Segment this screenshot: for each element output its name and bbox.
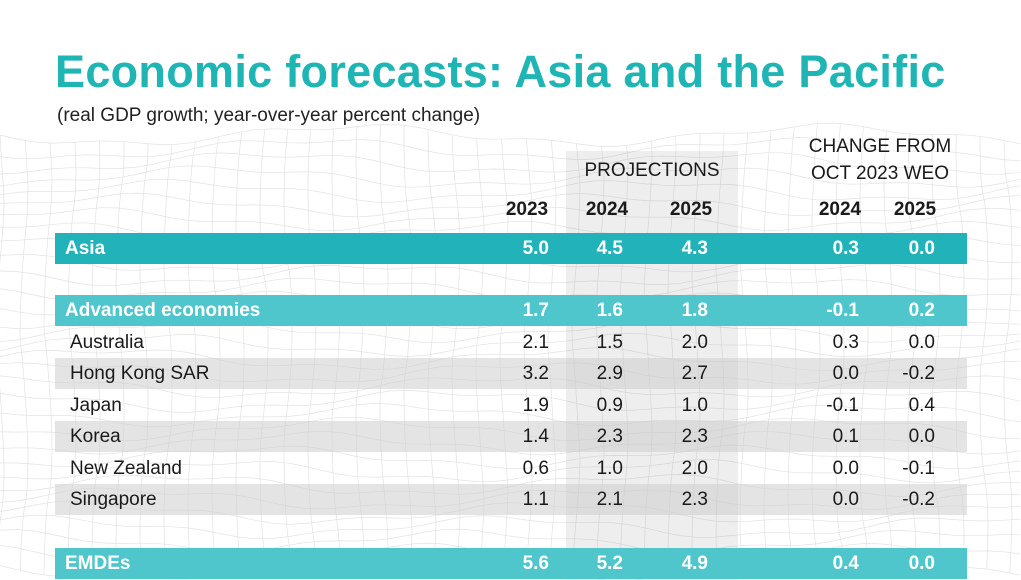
- value-cell: 1.6: [596, 300, 623, 321]
- value-cell: 0.0: [908, 238, 935, 259]
- value-cell: 0.2: [908, 300, 935, 321]
- table-row-emdes: EMDEs 5.6 5.2 4.9 0.4 0.0: [55, 548, 967, 579]
- value-cell: 0.0: [908, 332, 935, 353]
- table-row-korea: Korea 1.4 2.3 2.3 0.1 0.0: [55, 421, 967, 452]
- value-cell: 0.0: [908, 553, 935, 574]
- table-row-asia: Asia 5.0 4.5 4.3 0.3 0.0: [55, 233, 967, 264]
- value-cell: 5.6: [522, 553, 549, 574]
- column-header-2024-projection: 2024: [585, 199, 629, 220]
- change-from-weo-header: CHANGE FROM OCT 2023 WEO: [780, 133, 980, 187]
- value-cell: 2.9: [596, 363, 623, 384]
- value-cell: 0.4: [908, 395, 935, 416]
- change-header-line-2: OCT 2023 WEO: [811, 163, 949, 184]
- value-cell: 5.0: [522, 238, 549, 259]
- value-cell: 0.0: [832, 458, 859, 479]
- value-cell: 1.0: [681, 395, 708, 416]
- row-label: Advanced economies: [65, 300, 261, 321]
- column-header-2025-change: 2025: [893, 199, 937, 220]
- page-title: Economic forecasts: Asia and the Pacific: [55, 46, 946, 97]
- column-header-2023: 2023: [505, 199, 549, 220]
- row-label: Australia: [70, 332, 144, 353]
- row-label: New Zealand: [70, 458, 182, 479]
- value-cell: 0.3: [832, 332, 859, 353]
- value-cell: 2.3: [596, 426, 623, 447]
- value-cell: 1.9: [522, 395, 549, 416]
- value-cell: 4.5: [596, 238, 623, 259]
- table-row-new-zealand: New Zealand 0.6 1.0 2.0 0.0 -0.1: [55, 453, 967, 484]
- value-cell: 2.0: [681, 458, 708, 479]
- value-cell: 2.1: [522, 332, 549, 353]
- value-cell: 2.0: [681, 332, 708, 353]
- value-cell: 0.0: [832, 363, 859, 384]
- table-row-hong-kong-sar: Hong Kong SAR 3.2 2.9 2.7 0.0 -0.2: [55, 358, 967, 389]
- value-cell: 0.4: [832, 553, 859, 574]
- value-cell: -0.1: [826, 300, 859, 321]
- value-cell: 2.3: [681, 489, 708, 510]
- value-cell: 1.5: [596, 332, 623, 353]
- value-cell: 1.8: [681, 300, 708, 321]
- value-cell: 2.7: [681, 363, 708, 384]
- value-cell: 3.2: [522, 363, 549, 384]
- page-subtitle: (real GDP growth; year-over-year percent…: [57, 105, 481, 126]
- value-cell: 0.0: [908, 426, 935, 447]
- table-row-japan: Japan 1.9 0.9 1.0 -0.1 0.4: [55, 390, 967, 421]
- table-row-advanced-economies: Advanced economies 1.7 1.6 1.8 -0.1 0.2: [55, 295, 967, 326]
- row-label: Korea: [70, 426, 121, 447]
- value-cell: 1.4: [522, 426, 549, 447]
- column-header-2025-projection: 2025: [669, 199, 713, 220]
- value-cell: -0.1: [902, 458, 935, 479]
- table-row-australia: Australia 2.1 1.5 2.0 0.3 0.0: [55, 327, 967, 358]
- row-label: Asia: [65, 238, 106, 259]
- table-row-singapore: Singapore 1.1 2.1 2.3 0.0 -0.2: [55, 484, 967, 515]
- projections-header: PROJECTIONS: [584, 160, 720, 181]
- value-cell: 2.1: [596, 489, 623, 510]
- row-label: Japan: [70, 395, 122, 416]
- value-cell: 0.0: [832, 489, 859, 510]
- value-cell: -0.2: [902, 489, 935, 510]
- value-cell: 5.2: [596, 553, 623, 574]
- value-cell: 1.0: [596, 458, 623, 479]
- change-header-line-1: CHANGE FROM: [808, 136, 952, 157]
- value-cell: -0.1: [826, 395, 859, 416]
- value-cell: 1.7: [522, 300, 549, 321]
- column-header-2024-change: 2024: [818, 199, 862, 220]
- value-cell: 0.3: [832, 238, 859, 259]
- value-cell: 4.9: [681, 553, 708, 574]
- value-cell: 4.3: [681, 238, 708, 259]
- value-cell: 0.6: [522, 458, 549, 479]
- value-cell: 0.1: [832, 426, 859, 447]
- value-cell: -0.2: [902, 363, 935, 384]
- row-label: Hong Kong SAR: [70, 363, 210, 384]
- value-cell: 2.3: [681, 426, 708, 447]
- value-cell: 1.1: [522, 489, 549, 510]
- value-cell: 0.9: [596, 395, 623, 416]
- row-label: Singapore: [70, 489, 157, 510]
- row-label: EMDEs: [65, 553, 131, 574]
